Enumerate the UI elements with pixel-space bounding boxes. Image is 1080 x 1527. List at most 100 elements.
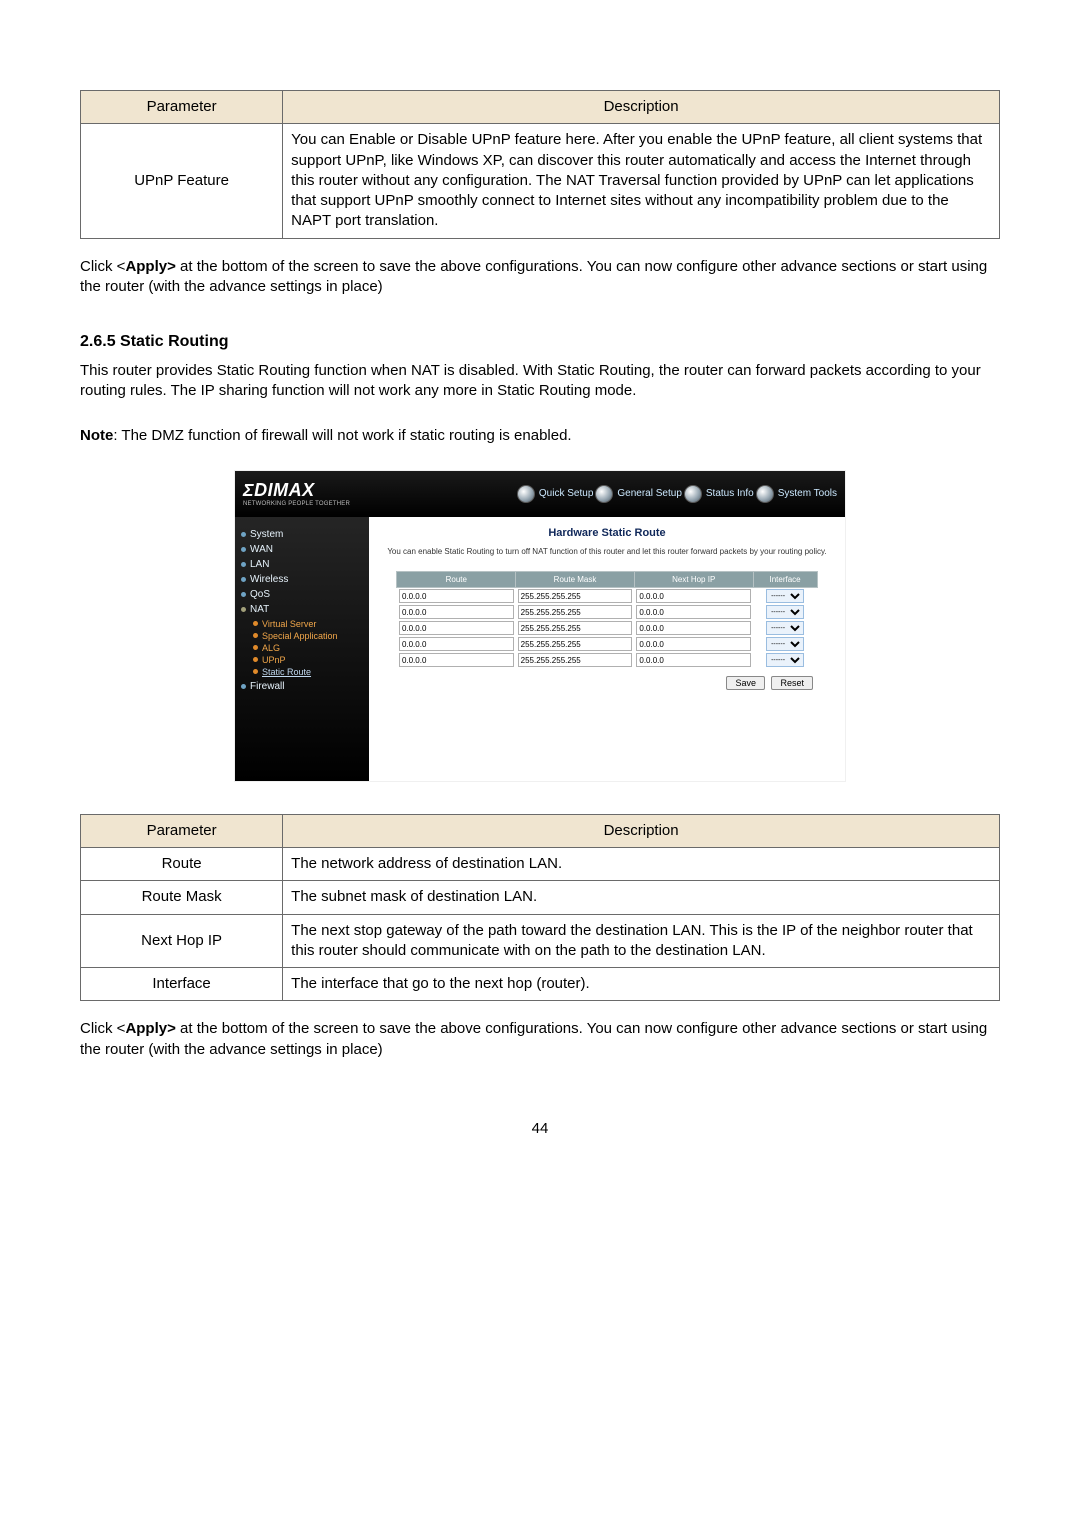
static-route-parameter-table: Parameter Description Route The network … [80,814,1000,1002]
sidebar-sub-special-application[interactable]: Special Application [253,631,363,641]
bullet-icon [241,607,246,612]
interface-select[interactable]: ------ [766,605,804,619]
desc-interface: The interface that go to the next hop (r… [283,968,1000,1001]
bullet-icon [241,592,246,597]
router-topbar: ΣDIMAX NETWORKING PEOPLE TOGETHER Quick … [235,471,845,517]
route-row: ------ [397,588,817,605]
route-mask-input[interactable] [518,653,633,667]
route-input[interactable] [399,621,514,635]
desc-route-mask: The subnet mask of destination LAN. [283,881,1000,914]
tab-label: System Tools [778,488,837,499]
desc-upnp-feature: You can Enable or Disable UPnP feature h… [283,124,1000,238]
table-row: Next Hop IP The next stop gateway of the… [81,914,1000,968]
upnp-parameter-table: Parameter Description UPnP Feature You c… [80,90,1000,239]
tab-general-setup[interactable]: General Setup [595,485,682,503]
router-screenshot: ΣDIMAX NETWORKING PEOPLE TOGETHER Quick … [234,470,846,782]
sidebar-item-label: QoS [250,589,270,600]
route-row: ------ [397,620,817,636]
sidebar-sub-static-route[interactable]: Static Route [253,667,363,677]
next-hop-input[interactable] [636,605,751,619]
tab-quick-setup[interactable]: Quick Setup [517,485,593,503]
apply-suffix-2: at the bottom of the screen to save the … [80,1020,987,1057]
interface-select[interactable]: ------ [766,589,804,603]
table2-header-parameter: Parameter [81,814,283,847]
route-mask-input[interactable] [518,589,633,603]
route-input[interactable] [399,653,514,667]
globe-icon [684,485,702,503]
route-mask-input[interactable] [518,621,633,635]
desc-route: The network address of destination LAN. [283,848,1000,881]
table1-header-parameter: Parameter [81,91,283,124]
sidebar-item-label: Special Application [262,631,338,641]
save-button[interactable]: Save [726,676,765,690]
interface-select[interactable]: ------ [766,621,804,635]
bullet-icon [253,657,258,662]
next-hop-input[interactable] [636,589,751,603]
route-input[interactable] [399,637,514,651]
static-route-table: Route Route Mask Next Hop IP Interface -… [396,571,817,668]
sidebar-item-label: Virtual Server [262,619,316,629]
globe-icon [756,485,774,503]
route-mask-input[interactable] [518,605,633,619]
bullet-icon [241,684,246,689]
section-heading-static-routing: 2.6.5 Static Routing [80,333,1000,351]
panel-description: You can enable Static Routing to turn of… [383,547,831,557]
sidebar-item-label: NAT [250,604,269,615]
sidebar-item-wireless[interactable]: Wireless [241,574,363,585]
bullet-icon [241,577,246,582]
tab-label: General Setup [617,488,682,499]
route-input[interactable] [399,605,514,619]
apply-paragraph-2: Click <Apply> at the bottom of the scree… [80,1019,1000,1060]
sidebar-item-label: UPnP [262,655,286,665]
router-sidebar: System WAN LAN Wireless QoS NAT Virtual … [235,517,369,781]
col-route-mask: Route Mask [516,572,635,588]
apply-bold-2: Apply> [125,1020,175,1037]
col-interface: Interface [753,572,817,588]
sidebar-item-label: Firewall [250,681,284,692]
note-paragraph: Note: The DMZ function of firewall will … [80,426,1000,446]
desc-next-hop: The next stop gateway of the path toward… [283,914,1000,968]
bullet-icon [241,562,246,567]
bullet-icon [253,633,258,638]
next-hop-input[interactable] [636,621,751,635]
sidebar-item-nat[interactable]: NAT [241,604,363,615]
sidebar-item-label: Static Route [262,667,311,677]
sidebar-item-system[interactable]: System [241,529,363,540]
param-upnp-feature: UPnP Feature [81,124,283,238]
sidebar-item-firewall[interactable]: Firewall [241,681,363,692]
panel-buttons: Save Reset [383,668,831,702]
col-next-hop: Next Hop IP [634,572,753,588]
route-mask-input[interactable] [518,637,633,651]
route-row: ------ [397,652,817,668]
next-hop-input[interactable] [636,653,751,667]
sidebar-item-qos[interactable]: QoS [241,589,363,600]
logo-main: ΣDIMAX [243,480,350,501]
router-tabs: Quick Setup General Setup Status Info Sy… [517,485,837,503]
table1-header-description: Description [283,91,1000,124]
apply-prefix: Click < [80,258,125,275]
bullet-icon [253,621,258,626]
note-label: Note [80,427,113,444]
bullet-icon [253,669,258,674]
table-row: UPnP Feature You can Enable or Disable U… [81,124,1000,238]
sidebar-sub-virtual-server[interactable]: Virtual Server [253,619,363,629]
interface-select[interactable]: ------ [766,637,804,651]
next-hop-input[interactable] [636,637,751,651]
table-row: Route The network address of destination… [81,848,1000,881]
section-number: 2.6.5 [80,333,116,350]
globe-icon [517,485,535,503]
tab-system-tools[interactable]: System Tools [756,485,837,503]
page-number: 44 [80,1120,1000,1137]
interface-select[interactable]: ------ [766,653,804,667]
tab-status-info[interactable]: Status Info [684,485,754,503]
tab-label: Quick Setup [539,488,593,499]
route-input[interactable] [399,589,514,603]
sidebar-sub-alg[interactable]: ALG [253,643,363,653]
sidebar-item-wan[interactable]: WAN [241,544,363,555]
bullet-icon [241,547,246,552]
sidebar-item-label: Wireless [250,574,288,585]
reset-button[interactable]: Reset [771,676,813,690]
sidebar-item-lan[interactable]: LAN [241,559,363,570]
bullet-icon [253,645,258,650]
sidebar-sub-upnp[interactable]: UPnP [253,655,363,665]
